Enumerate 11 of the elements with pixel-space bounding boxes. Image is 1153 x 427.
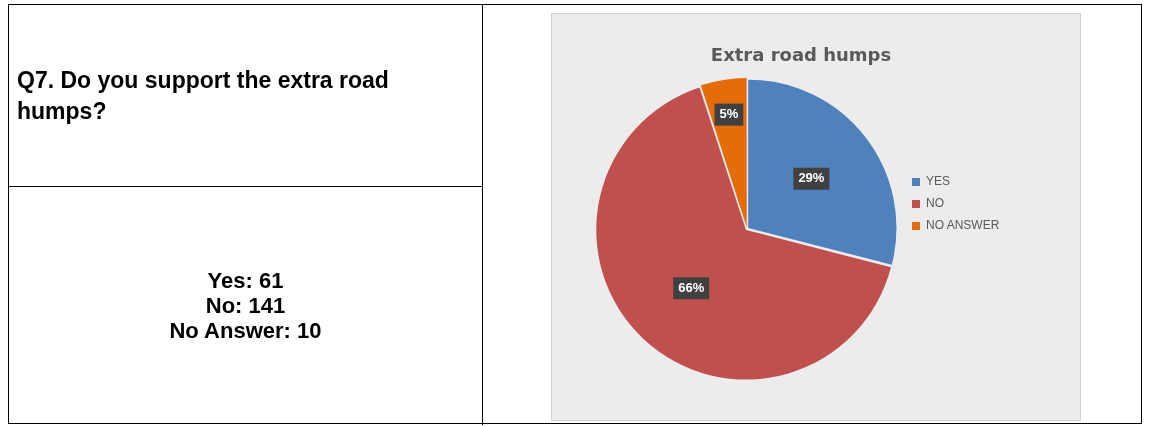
data-label: 29% [798,170,825,186]
legend-label: NO [926,196,944,211]
text: No: 141 [205,293,286,318]
text: Yes: 61 [207,268,284,293]
chart-title: Extra road humps [710,44,892,66]
text: Q7. Do you support the extra road humps? [9,5,482,187]
text: No Answer: 10 [169,318,322,343]
legend-label: YES [926,174,951,189]
legend-label: NO ANSWER [926,218,1000,233]
data-label: 66% [678,279,705,295]
data-label: 5% [719,106,739,122]
